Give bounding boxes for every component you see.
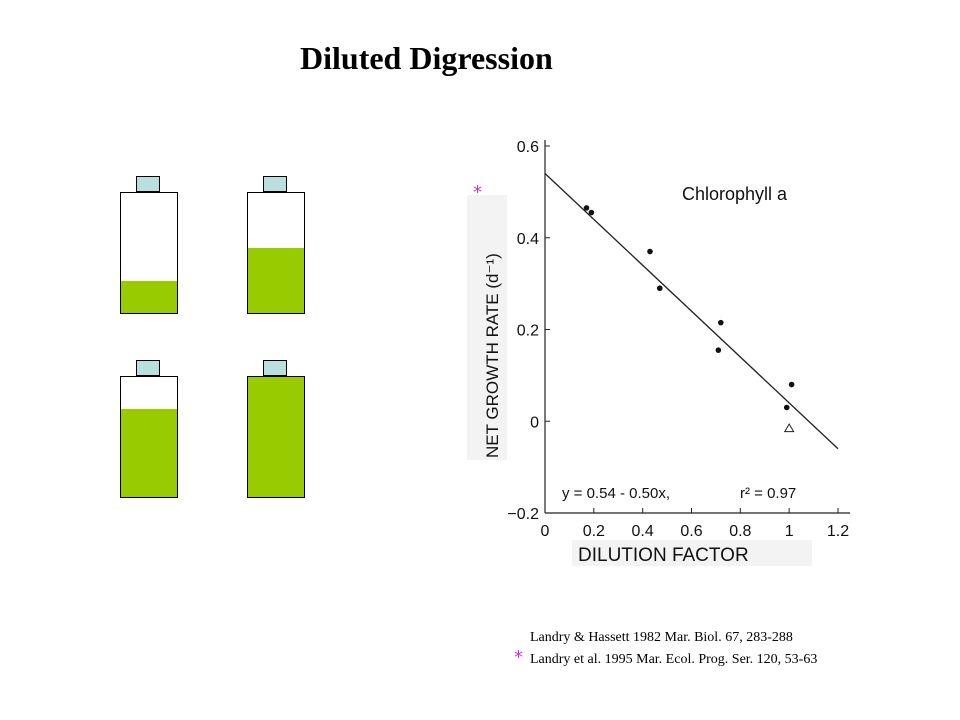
x-tick-label: 0.4	[632, 523, 654, 540]
data-point	[583, 205, 590, 211]
bottle-cap	[136, 360, 160, 376]
data-point	[783, 404, 790, 411]
bottle-cap	[263, 360, 287, 376]
chart-axes	[544, 140, 850, 514]
slide-title: Diluted Digression	[300, 40, 553, 76]
data-point-triangle	[783, 423, 795, 433]
bottle-fill	[248, 377, 304, 497]
bottle-body	[247, 376, 305, 498]
data-point	[788, 381, 795, 388]
data-point	[588, 209, 595, 216]
y-tick-label: 0	[530, 414, 539, 431]
bottle-fill	[121, 409, 177, 497]
x-tick-label: 0.8	[729, 523, 751, 540]
chart-title: Chlorophyll a	[682, 184, 788, 204]
y-tick-label: 0.4	[517, 231, 539, 248]
x-tick-label: 0	[541, 523, 550, 540]
bottle-fill	[121, 280, 177, 313]
bottle-body	[120, 376, 178, 498]
plot-annotation-star: *	[473, 182, 482, 203]
y-tick-label: −0.2	[507, 506, 539, 523]
data-point	[656, 285, 663, 292]
chart-ticks: 0 0.2 0.4 0.6 0.8 1 1.2−0.200.20.40.6	[507, 139, 849, 540]
y-tick-label: 0.2	[517, 323, 539, 340]
x-tick-label: 0.6	[680, 523, 702, 540]
reference-2: Landry et al. 1995 Mar. Ecol. Prog. Ser.…	[530, 652, 818, 667]
x-tick-label: 1	[785, 523, 794, 540]
bottle-body	[247, 192, 305, 314]
bottle-cap	[263, 176, 287, 192]
bottle-fill	[248, 248, 304, 313]
data-point	[715, 347, 722, 353]
reference-star: *	[514, 647, 523, 668]
x-tick-label: 0.2	[583, 523, 605, 540]
bottle-body	[120, 192, 178, 314]
chart-marks	[544, 173, 839, 450]
regression-line	[544, 173, 839, 450]
data-point	[647, 248, 653, 255]
x-tick-label: 1.2	[827, 523, 849, 540]
reference-1: Landry & Hassett 1982 Mar. Biol. 67, 283…	[530, 630, 793, 645]
x-axis-label: DILUTION FACTOR	[578, 545, 749, 566]
data-point	[718, 319, 724, 326]
fit-equation: y = 0.54 - 0.50x,	[562, 485, 670, 502]
fit-r-squared: r² = 0.97	[740, 485, 796, 502]
y-tick-label: 0.6	[517, 139, 539, 156]
chart-background	[492, 133, 856, 543]
y-axis-label: NET GROWTH RATE (d⁻¹)	[483, 253, 502, 458]
y-label-panel	[467, 195, 507, 460]
bottle-cap	[136, 176, 160, 192]
x-label-panel	[572, 540, 812, 566]
